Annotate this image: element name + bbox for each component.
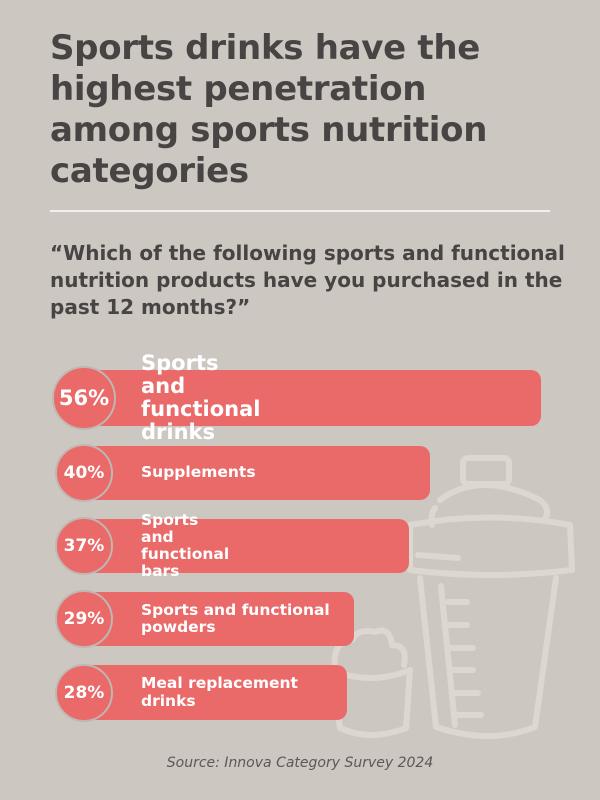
value-label: 29% [55, 590, 113, 648]
value-label: 56% [52, 366, 116, 430]
category-label: Meal replacement drinks [141, 674, 298, 710]
value-label: 40% [55, 444, 113, 502]
category-label: Sports and functional powders [141, 600, 330, 636]
bar [84, 370, 542, 426]
shaker-bottle-icon [407, 455, 575, 739]
value-label: 37% [55, 517, 113, 575]
divider [50, 210, 550, 212]
value-label: 28% [55, 663, 113, 722]
page-title: Sports drinks have the highest penetrati… [50, 28, 488, 191]
bar [84, 446, 430, 500]
bar [84, 665, 347, 720]
category-label: Supplements [141, 463, 256, 482]
bar [84, 519, 410, 573]
category-label: Sports and functional bars [141, 510, 230, 581]
bar [84, 592, 354, 646]
source-note: Source: Innova Category Survey 2024 [166, 755, 434, 771]
category-label: Sports and functional drinks [141, 350, 261, 445]
survey-question: “Which of the following sports and funct… [50, 241, 565, 319]
